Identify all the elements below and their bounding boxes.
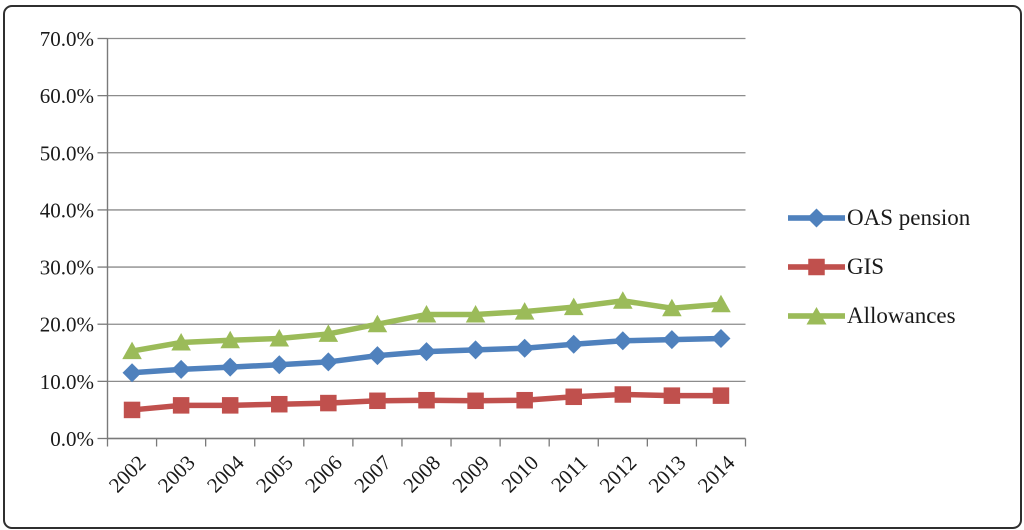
marker-allowances [563, 297, 584, 316]
y-axis-label: 70.0% [40, 27, 94, 51]
y-axis-label: 30.0% [40, 256, 94, 280]
x-axis-label: 2013 [644, 451, 691, 498]
marker-allowances [465, 305, 486, 323]
marker-oas-pension [417, 342, 436, 362]
marker-allowances [514, 302, 535, 320]
legend-triangle-icon [788, 307, 845, 325]
x-axis-label: 2002 [104, 451, 151, 498]
marker-allowances [367, 314, 388, 333]
legend-label-oas-pension: OAS pension [847, 205, 971, 230]
marker-oas-pension [220, 357, 240, 377]
y-axis-label: 60.0% [40, 84, 94, 108]
marker-oas-pension [613, 331, 633, 351]
marker-oas-pension [466, 340, 486, 360]
marker-oas-pension [122, 363, 142, 383]
marker-gis [663, 387, 681, 404]
marker-gis [123, 401, 141, 419]
marker-oas-pension [171, 359, 191, 379]
x-axis-label: 2006 [300, 451, 347, 498]
marker-gis [221, 397, 239, 414]
marker-oas-pension [367, 346, 387, 366]
marker-allowances [220, 330, 240, 349]
marker-oas-pension [662, 330, 682, 350]
marker-oas-pension [564, 334, 584, 354]
marker-allowances [711, 294, 731, 313]
marker-allowances [171, 333, 191, 351]
legend-item-allowances: Allowances [788, 304, 956, 328]
legend-item-gis: GIS [788, 255, 884, 279]
marker-oas-pension [711, 329, 731, 348]
x-axis-label: 2009 [447, 451, 494, 498]
legend-diamond-icon [788, 208, 845, 228]
y-axis-label: 10.0% [40, 370, 94, 394]
marker-oas-pension [515, 338, 535, 358]
x-axis-label: 2010 [497, 451, 544, 498]
x-axis-label: 2007 [349, 451, 396, 498]
x-axis-label: 2011 [546, 451, 592, 497]
marker-gis [172, 397, 190, 414]
y-axis-label: 20.0% [40, 313, 94, 337]
marker-gis [271, 395, 288, 413]
x-axis-label: 2012 [595, 451, 642, 498]
legend-label-allowances: Allowances [847, 303, 956, 328]
x-axis-label: 2014 [693, 450, 740, 497]
legend-item-oas-pension: OAS pension [788, 206, 970, 230]
marker-gis [614, 386, 632, 403]
legend-label-gis: GIS [847, 254, 885, 279]
marker-allowances [613, 291, 633, 309]
marker-allowances [318, 324, 339, 342]
marker-gis [369, 392, 386, 410]
marker-gis [712, 387, 730, 404]
y-axis-label: 40.0% [40, 198, 94, 222]
marker-oas-pension [269, 355, 289, 375]
x-axis-label: 2003 [153, 451, 200, 498]
marker-allowances [416, 305, 437, 323]
marker-allowances [269, 329, 290, 347]
x-axis-label: 2005 [251, 451, 298, 498]
x-axis-label: 2004 [202, 450, 249, 497]
marker-gis [565, 388, 582, 406]
marker-allowances [122, 341, 142, 360]
y-axis-label: 0.0% [50, 427, 94, 451]
marker-gis [467, 392, 484, 410]
y-axis-label: 50.0% [40, 141, 94, 165]
marker-allowances [662, 298, 682, 317]
marker-oas-pension [318, 352, 338, 372]
marker-gis [516, 391, 533, 409]
x-axis-label: 2008 [398, 451, 445, 498]
marker-gis [418, 391, 435, 409]
legend-square-icon [788, 258, 845, 276]
marker-gis [320, 394, 337, 412]
